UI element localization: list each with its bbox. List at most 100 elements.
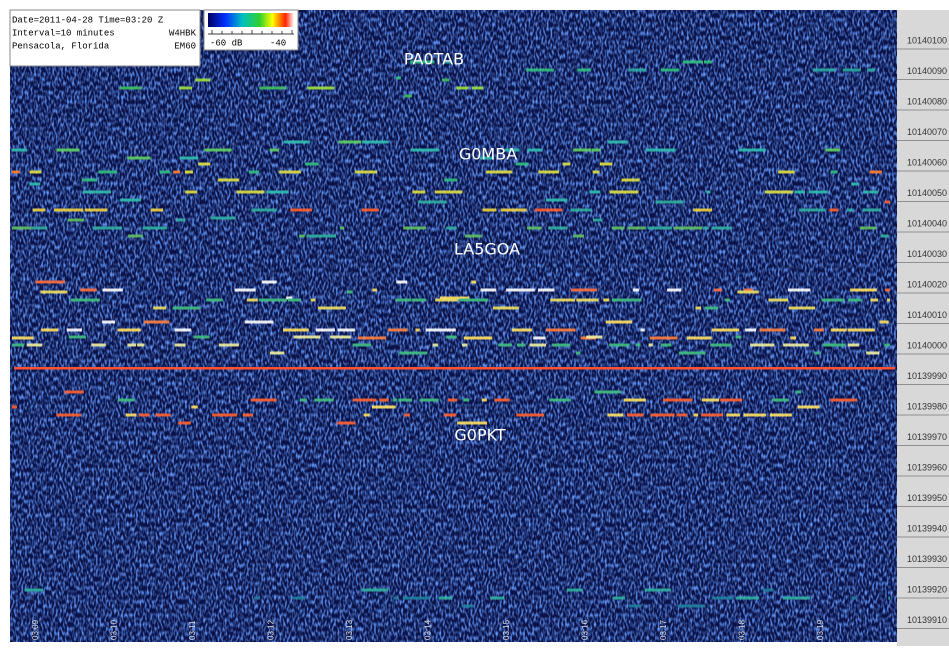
signal-dash	[179, 87, 192, 90]
station-label: LA5GOA	[454, 240, 520, 259]
signal-dash	[595, 391, 622, 394]
signal-dash	[290, 209, 312, 212]
signal-dash	[726, 414, 740, 417]
signal-dash	[633, 289, 639, 292]
signal-dash	[362, 141, 389, 144]
signal-dash	[571, 289, 597, 292]
signal-dash	[683, 61, 703, 64]
signal-dash	[180, 157, 199, 160]
signal-dash	[628, 227, 646, 230]
signal-dash	[300, 399, 307, 402]
signal-dash	[648, 227, 672, 230]
signal-dash	[316, 329, 335, 332]
signal-dash	[825, 149, 840, 152]
signal-dash	[153, 307, 166, 310]
signal-dash	[571, 209, 592, 212]
signal-dash	[607, 414, 623, 417]
signal-dash	[608, 141, 628, 144]
signal-dash	[783, 344, 809, 347]
signal-dash	[41, 329, 58, 332]
frequency-label: 10139950	[907, 493, 947, 503]
signal-dash	[641, 329, 645, 332]
signal-dash	[299, 235, 305, 238]
colorbar-min: -60 dB	[210, 38, 243, 48]
signal-dash	[600, 163, 613, 166]
time-label: 03:15	[502, 619, 511, 640]
signal-dash	[744, 414, 767, 417]
signal-dash	[563, 163, 571, 166]
signal-dash	[457, 422, 487, 425]
signal-dash	[120, 87, 142, 90]
signal-dash	[463, 399, 469, 402]
signal-dash	[68, 219, 85, 222]
signal-dash	[593, 219, 602, 222]
signal-dash	[318, 307, 346, 310]
signal-dash	[212, 414, 237, 417]
signal-dash	[156, 414, 171, 417]
signal-dash	[789, 307, 816, 310]
signal-dash	[535, 209, 562, 212]
signal-dash	[655, 201, 683, 204]
signal-dash	[403, 227, 426, 230]
signal-dash	[576, 299, 598, 302]
signal-dash	[143, 227, 167, 230]
signal-dash	[772, 399, 789, 402]
signal-dash	[307, 235, 337, 238]
signal-dash	[739, 149, 766, 152]
signal-dash	[361, 589, 388, 592]
signal-dash	[887, 299, 890, 302]
signal-dash	[471, 281, 476, 284]
signal-dash	[867, 69, 875, 72]
signal-dash	[472, 87, 483, 90]
signal-dash	[91, 344, 106, 347]
signal-dash	[247, 299, 258, 302]
signal-dash	[586, 336, 602, 339]
signal-dash	[85, 209, 108, 212]
signal-dash	[211, 217, 236, 220]
signal-dash	[866, 352, 879, 355]
signal-dash	[814, 329, 824, 332]
signal-dash	[705, 307, 719, 310]
signal-dash	[663, 399, 692, 402]
frequency-label: 10140050	[907, 188, 947, 198]
signal-dash	[851, 183, 859, 186]
signal-dash	[67, 329, 82, 332]
frequency-label: 10139990	[907, 371, 947, 381]
signal-dash	[526, 69, 554, 72]
signal-dash	[695, 307, 701, 310]
signal-dash	[305, 163, 319, 166]
signal-dash	[249, 171, 259, 174]
frequency-label: 10139920	[907, 584, 947, 594]
time-label: 03:13	[345, 619, 354, 640]
time-label: 03:11	[188, 620, 197, 640]
signal-dash	[394, 597, 399, 600]
signal-dash	[330, 336, 351, 339]
signal-dash	[870, 171, 882, 174]
signal-dash	[498, 344, 512, 347]
signal-dash	[160, 171, 171, 174]
signal-dash	[35, 281, 65, 284]
signal-dash	[270, 352, 285, 355]
time-label: 03:14	[424, 619, 433, 640]
signal-dash	[501, 209, 527, 212]
signal-dash	[311, 299, 316, 302]
signal-dash	[151, 209, 163, 212]
signal-dash	[433, 344, 438, 347]
signal-dash	[418, 201, 447, 204]
signal-dash	[82, 179, 97, 182]
signal-dash	[609, 344, 630, 347]
signal-dash	[589, 191, 600, 194]
signal-dash	[516, 163, 529, 166]
info-location: Pensacola, Florida	[12, 41, 110, 51]
time-label: 03:18	[738, 619, 747, 640]
signal-dash	[399, 399, 412, 402]
signal-dash	[355, 171, 377, 174]
signal-dash	[444, 179, 457, 182]
signal-dash	[185, 171, 193, 174]
signal-dash	[517, 344, 526, 347]
signal-dash	[340, 227, 344, 230]
signal-dash	[790, 337, 796, 340]
signal-dash	[712, 329, 739, 332]
signal-dash	[745, 329, 756, 332]
signal-dash	[206, 299, 222, 302]
